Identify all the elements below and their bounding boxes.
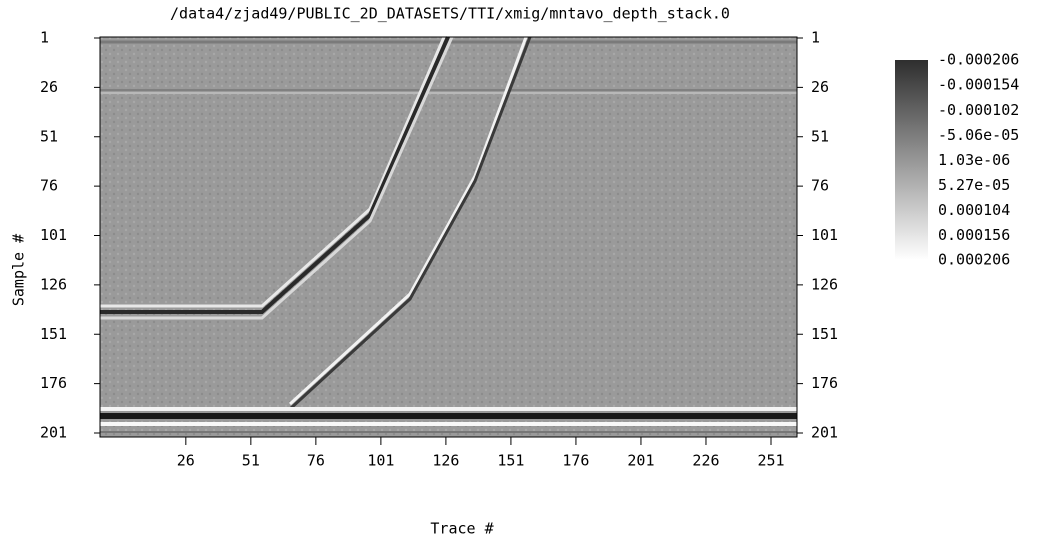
x-tick-label: 201 [627,452,654,470]
y-tick-label-right: 176 [811,374,838,392]
y-tick-label-right: 101 [811,226,838,244]
x-axis-label: Trace # [430,520,493,538]
colorbar-tick-label: 0.000156 [938,226,1010,244]
y-tick-label: 76 [40,177,58,195]
plot-frame [99,36,798,438]
x-tick-label: 126 [432,452,459,470]
colorbar-tick-label: 0.000206 [938,251,1010,269]
x-tick-label: 226 [692,452,719,470]
x-tick-label: 251 [757,452,784,470]
colorbar-tick-label: -0.000102 [938,101,1019,119]
y-tick-label-right: 1 [811,29,820,47]
colorbar-tick-label: -5.06e-05 [938,126,1019,144]
y-tick-label: 51 [40,127,58,145]
y-tick-label: 101 [40,226,67,244]
chart-title: /data4/zjad49/PUBLIC_2D_DATASETS/TTI/xmi… [170,5,730,23]
x-tick-label: 176 [562,452,589,470]
y-tick-label: 1 [40,29,49,47]
seismic-image [100,36,797,437]
colorbar [895,60,928,260]
y-tick-label-right: 201 [811,424,838,442]
colorbar-tick-label: 1.03e-06 [938,151,1010,169]
y-tick-label: 201 [40,424,67,442]
colorbar-tick-label: 5.27e-05 [938,176,1010,194]
colorbar-tick-label: -0.000206 [938,51,1019,69]
x-tick-label: 26 [177,452,195,470]
y-tick-label: 26 [40,78,58,96]
y-tick-label-right: 51 [811,127,829,145]
y-tick-label-right: 126 [811,275,838,293]
colorbar-tick-label: 0.000104 [938,201,1010,219]
x-tick-label: 51 [242,452,260,470]
y-tick-label: 176 [40,374,67,392]
y-tick-label: 126 [40,275,67,293]
colorbar-tick-label: -0.000154 [938,76,1019,94]
y-tick-label-right: 151 [811,325,838,343]
y-tick-label: 151 [40,325,67,343]
x-tick-label: 76 [307,452,325,470]
x-tick-label: 101 [367,452,394,470]
y-tick-label-right: 26 [811,78,829,96]
y-axis-label: Sample # [10,234,28,306]
y-tick-label-right: 76 [811,177,829,195]
x-tick-label: 151 [497,452,524,470]
